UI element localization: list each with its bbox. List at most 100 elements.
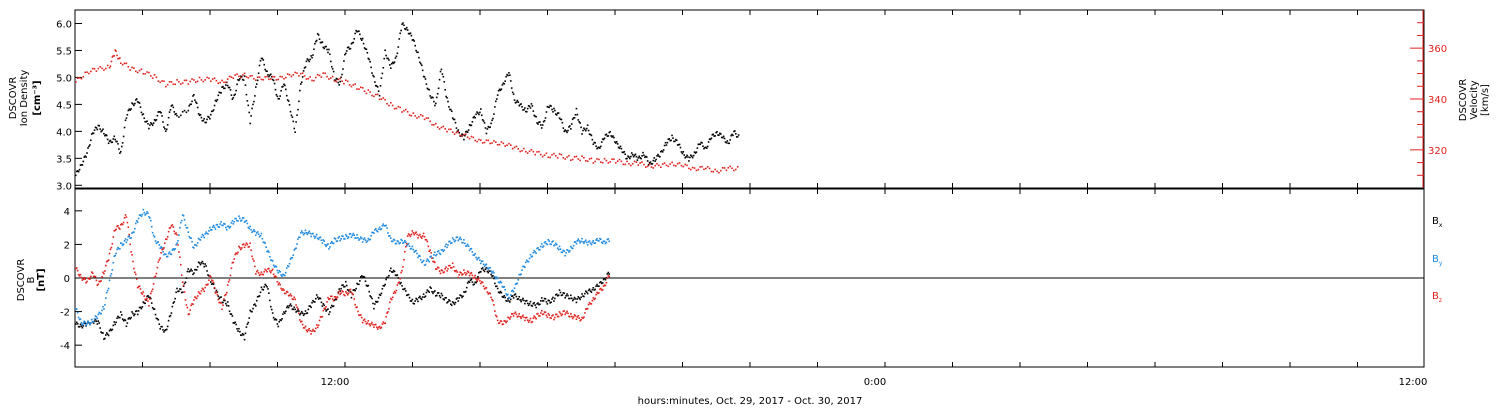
b-bz-point (78, 275, 81, 277)
density-point (588, 133, 591, 135)
density-point (350, 42, 353, 45)
b-by-point (252, 230, 254, 233)
density-point (306, 58, 309, 60)
density-point (553, 107, 555, 110)
b-bx-point (387, 276, 389, 279)
b-bz-point (455, 269, 458, 272)
density-point (387, 57, 389, 60)
b-bx-point (322, 303, 325, 305)
b-bx-point (593, 289, 596, 291)
b-bx-point (565, 294, 567, 297)
b-by-point (255, 234, 257, 237)
density-point (148, 127, 150, 130)
velocity-point (275, 79, 278, 81)
velocity-point (577, 158, 580, 160)
velocity-point (136, 71, 139, 74)
density-point (609, 130, 611, 133)
velocity-point (397, 105, 400, 108)
b-bz-point (545, 314, 548, 317)
b-bz-point (120, 223, 123, 225)
b-bz-point (149, 298, 151, 300)
density-point (86, 152, 88, 154)
b-bx-point (78, 325, 81, 328)
b-bx-point (545, 301, 548, 303)
b-bz-point (82, 278, 85, 281)
b-bz-point (321, 315, 324, 318)
b-bx-point (555, 293, 558, 296)
velocity-point (609, 161, 611, 163)
velocity-point (547, 156, 550, 159)
density-point (366, 51, 369, 54)
velocity-point (249, 75, 251, 77)
b-by-point (461, 241, 463, 244)
velocity-point (568, 154, 570, 157)
b-by-point (266, 250, 268, 253)
b-by-point (471, 251, 474, 253)
b-by-point (305, 231, 308, 234)
b-by-point (408, 245, 411, 247)
b-by-point (255, 232, 258, 234)
b-bz-point (341, 290, 343, 292)
b-bx-point (137, 310, 140, 312)
b-bz-point (124, 214, 127, 216)
density-point (246, 100, 249, 102)
b-by-point (264, 242, 266, 244)
density-point (690, 154, 692, 157)
velocity-point (135, 70, 137, 73)
b-bx-point (393, 270, 396, 273)
b-by-point (555, 243, 558, 246)
b-bx-point (245, 326, 248, 328)
density-point (360, 39, 363, 41)
b-by-point (555, 242, 557, 245)
density-point (425, 83, 428, 85)
b-by-point (314, 237, 316, 239)
b-bx-point (602, 278, 605, 281)
b-by-point (484, 264, 487, 266)
b-bx-point (266, 286, 268, 288)
density-point (461, 133, 463, 135)
density-point (469, 124, 472, 127)
b-bx-point (179, 288, 181, 290)
density-point (434, 104, 436, 107)
density-point (582, 129, 584, 132)
velocity-point (652, 167, 655, 169)
density-point (441, 73, 444, 75)
b-bz-point (162, 248, 164, 251)
b-by-point (295, 247, 297, 249)
b-by-point (185, 226, 188, 229)
velocity-point (82, 75, 85, 78)
b-bx-point (548, 300, 551, 302)
b-bz-point (344, 294, 346, 297)
b-bz-point (307, 329, 310, 331)
density-point (122, 135, 125, 138)
b-by-point (133, 231, 135, 233)
velocity-point (350, 85, 353, 88)
b-bx-point (507, 298, 509, 300)
b-bx-point (152, 308, 155, 310)
density-point (465, 131, 467, 133)
b-bx-point (498, 292, 501, 294)
b-by-point (356, 234, 358, 236)
velocity-point (230, 76, 233, 79)
density-point (378, 94, 381, 97)
b-bz-point (148, 304, 150, 307)
b-bx-point (362, 275, 365, 278)
b-bx-point (465, 286, 468, 289)
density-point (345, 52, 347, 55)
density-point (213, 104, 216, 107)
b-by-point (593, 242, 596, 244)
velocity-point (288, 73, 291, 76)
b-by-point (449, 240, 451, 243)
density-point (90, 139, 92, 142)
b-bz-point (521, 315, 523, 318)
b-bx-point (577, 296, 580, 298)
b-by-point (90, 322, 92, 324)
density-point (315, 39, 318, 42)
b-bz-point (144, 298, 146, 301)
b-by-point (559, 248, 562, 250)
density-point (183, 109, 186, 112)
velocity-point (673, 164, 675, 167)
b-by-point (385, 224, 387, 227)
b-by-point (165, 255, 168, 258)
b-bx-point (325, 310, 327, 312)
